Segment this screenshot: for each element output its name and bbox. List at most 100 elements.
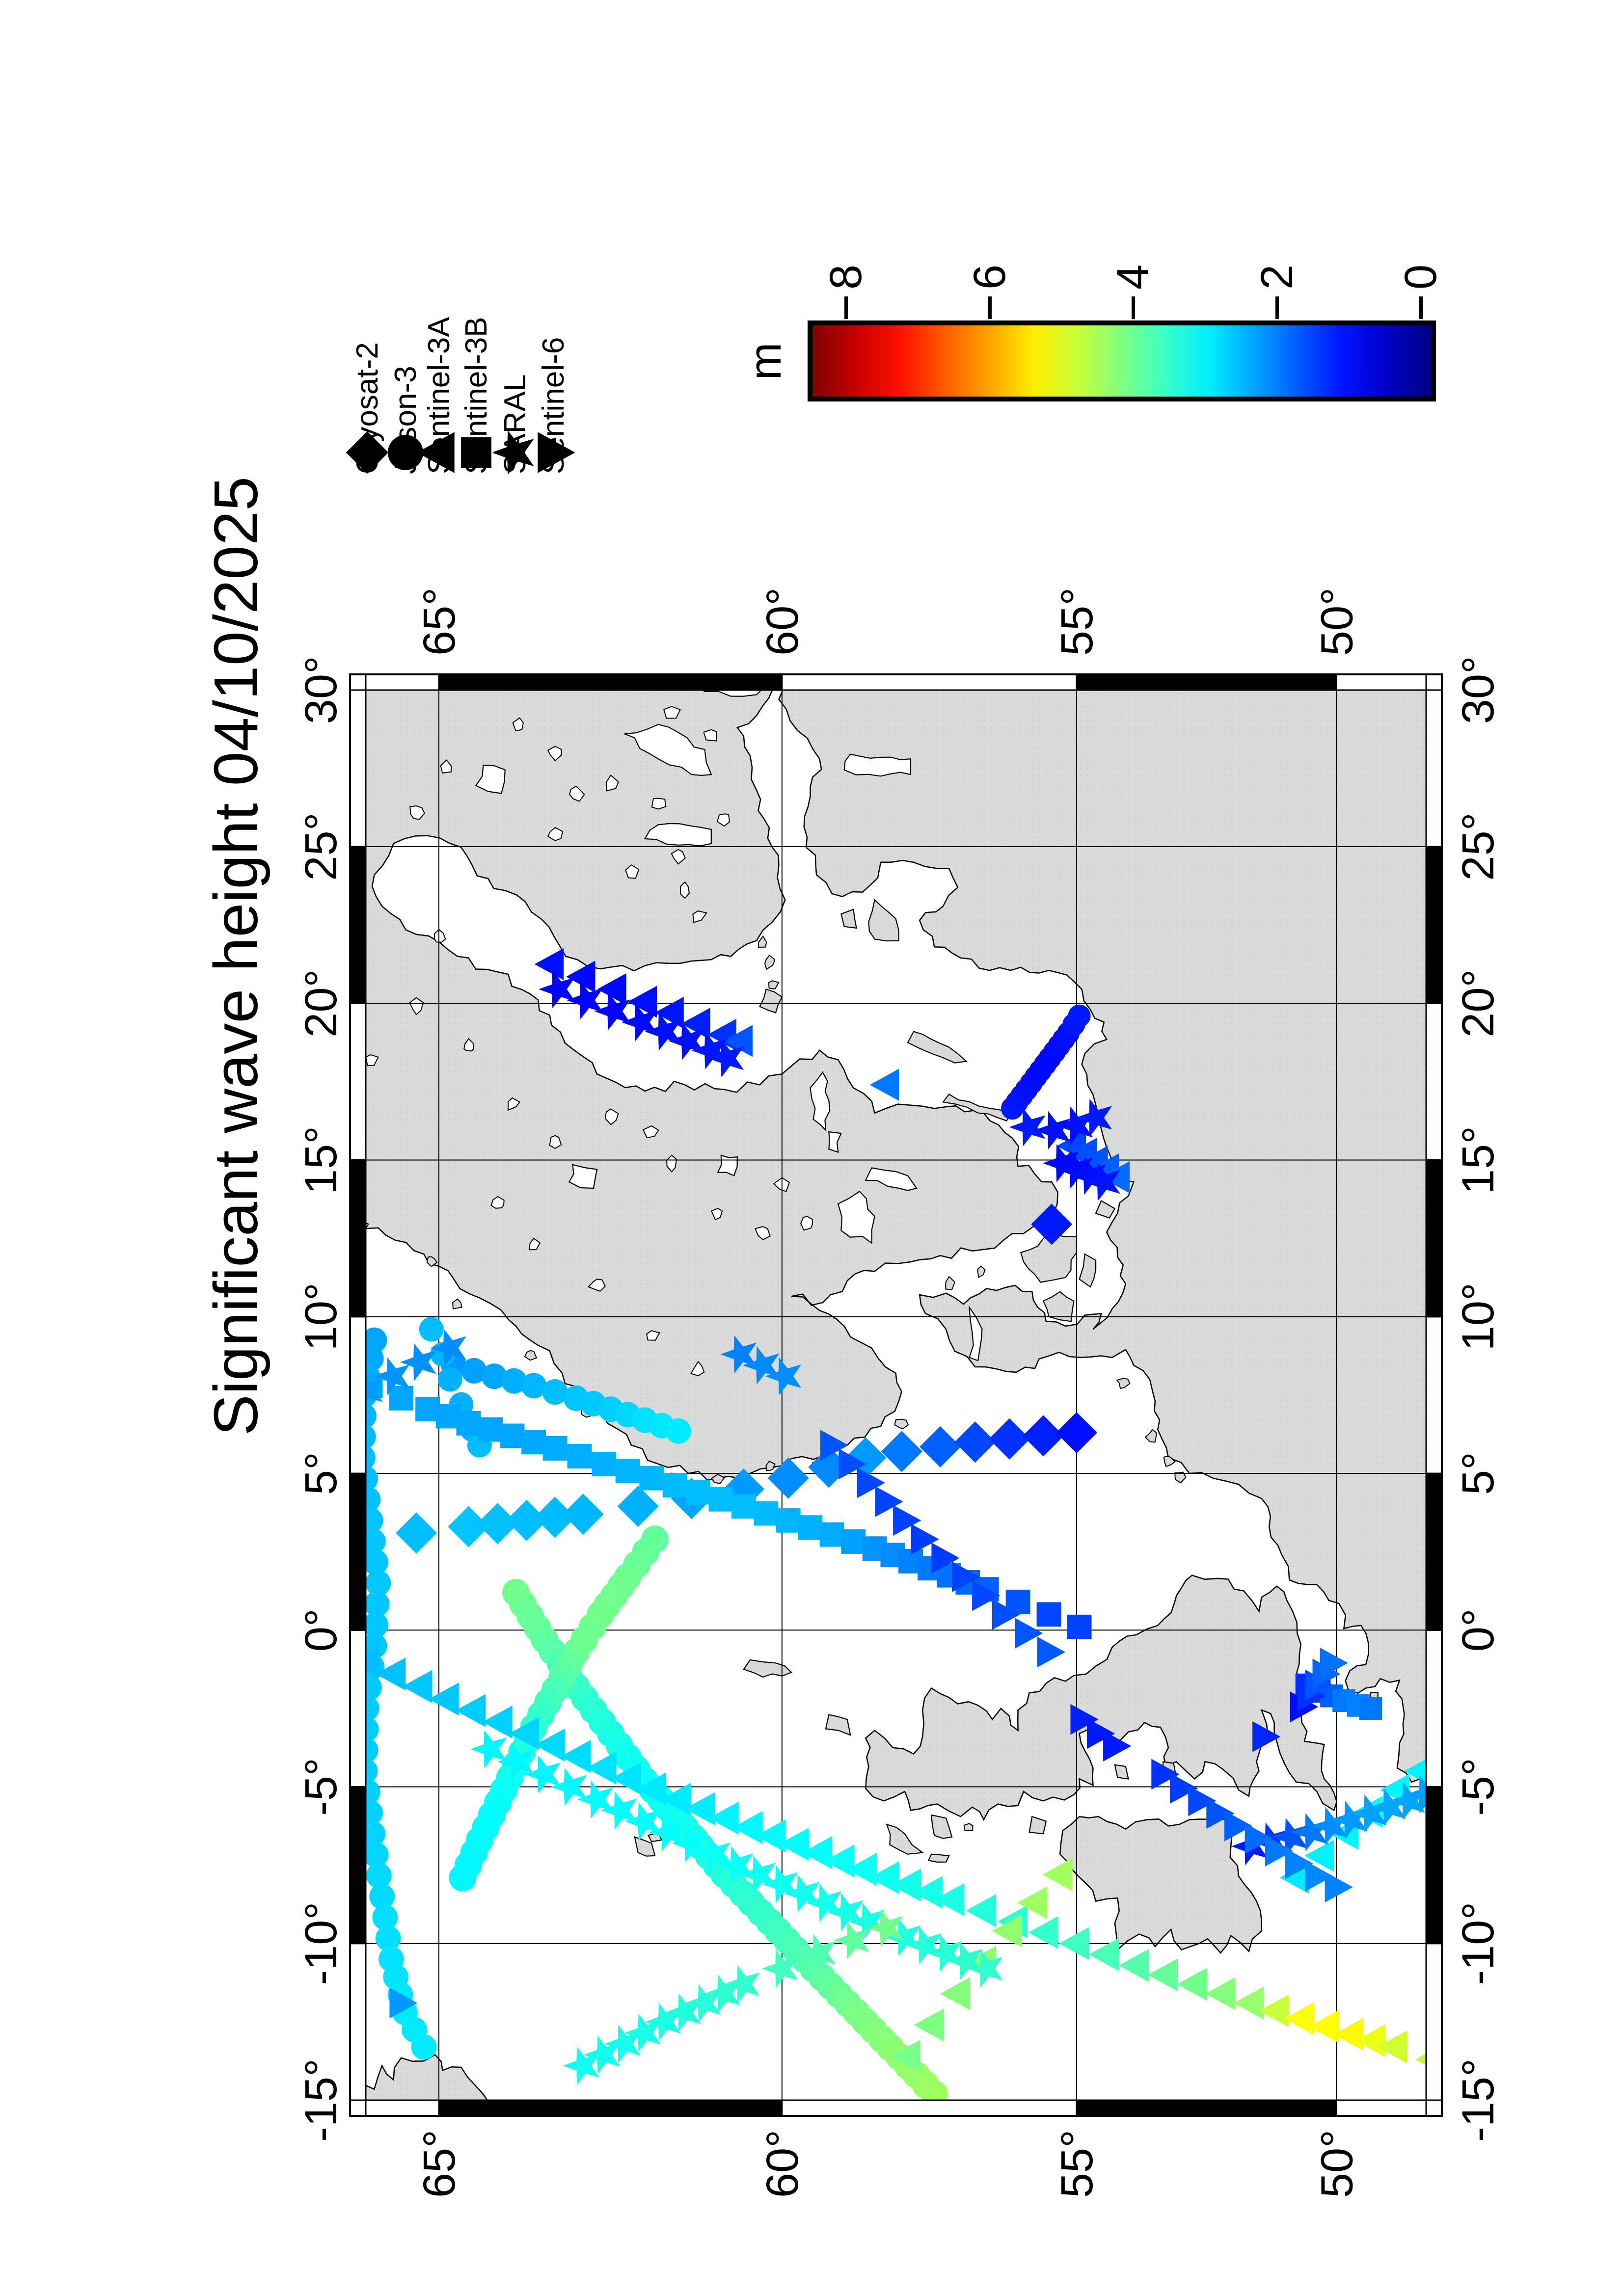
lon-label-bottom: 5° (1453, 1452, 1503, 1495)
data-marker (449, 1864, 477, 1892)
data-marker (524, 1755, 561, 1793)
small-lake (507, 1097, 521, 1111)
small-lake (490, 1196, 505, 1209)
small-lake (549, 1135, 562, 1149)
small-lake (409, 805, 425, 820)
data-marker (562, 1494, 604, 1535)
data-marker (866, 1908, 903, 1947)
islet (977, 1265, 986, 1279)
small-lake (547, 827, 564, 841)
data-marker (920, 2080, 948, 2100)
data-marker (1103, 1731, 1132, 1762)
data-marker (1370, 1788, 1407, 1826)
circle-icon (388, 435, 423, 470)
frame-band (1425, 1943, 1443, 2101)
data-marker (366, 1549, 389, 1575)
small-lake (646, 1330, 661, 1341)
data-marker (624, 2013, 661, 2052)
data-marker (992, 1914, 1022, 1948)
data-marker (1377, 2030, 1407, 2064)
data-marker (1028, 1916, 1058, 1949)
lat-label-right: 65° (414, 587, 464, 656)
frame-band (349, 673, 367, 691)
track-jason-3 (449, 1525, 669, 1892)
data-marker (931, 1543, 960, 1574)
data-marker (717, 1846, 754, 1884)
data-marker (966, 1949, 1003, 1988)
data-marker (911, 1523, 939, 1555)
data-marker (723, 1468, 764, 1510)
colorbar-tick-label: 2 (1252, 264, 1302, 290)
islet (758, 935, 767, 948)
island-uist (927, 1853, 950, 1863)
data-marker (819, 1522, 844, 1547)
lon-label-top: 10° (296, 1282, 346, 1351)
small-lake (409, 997, 424, 1015)
track-sentinel-3a (890, 1858, 1073, 2073)
track-saral (563, 1908, 903, 2085)
data-marker (869, 1068, 899, 1101)
data-marker (765, 1357, 802, 1395)
frame-band (1425, 1316, 1443, 1474)
triangle-down-icon (538, 432, 575, 473)
lake-storsjon (568, 1164, 598, 1189)
legend-item-saral: SARAL (493, 374, 537, 474)
data-marker (1037, 1636, 1065, 1668)
frame-outer-outline (349, 673, 1443, 2117)
frame-band (349, 1002, 367, 1161)
data-marker (806, 1883, 842, 1922)
data-marker (708, 1801, 739, 1835)
data-marker (914, 2008, 944, 2042)
track-saral (366, 1329, 466, 1410)
small-lake (366, 1054, 379, 1066)
data-marker (926, 1934, 963, 1972)
data-marker (1059, 1927, 1089, 1960)
data-marker (1311, 1807, 1348, 1845)
lon-label-bottom: 20° (1453, 969, 1503, 1038)
data-marker (366, 1345, 384, 1371)
frame-band (349, 846, 367, 1004)
data-marker (501, 1368, 527, 1394)
data-marker (594, 992, 631, 1031)
data-marker (898, 1548, 923, 1574)
data-marker (366, 1800, 383, 1826)
colorbar: m 8 6 4 2 0 (740, 265, 1446, 401)
frame-band (1425, 2099, 1443, 2117)
data-marker (1271, 1817, 1308, 1856)
lon-label-bottom: -5° (1453, 1758, 1503, 1816)
lon-label-top: -5° (296, 1758, 346, 1816)
data-marker (1017, 1886, 1048, 1920)
legend-item-cryosat-2: Cryosat-2 (346, 342, 389, 474)
island-man (1114, 1764, 1129, 1780)
data-marker (1169, 1773, 1198, 1804)
data-marker (756, 1819, 786, 1853)
colorbar-gradient (808, 320, 1436, 401)
data-marker (684, 1792, 715, 1825)
data-marker (366, 1591, 390, 1617)
data-marker (665, 1993, 702, 2032)
colorbar-tick (1275, 296, 1279, 319)
data-marker (1034, 1111, 1071, 1149)
data-marker (366, 1487, 381, 1513)
track-saral (1042, 1144, 1120, 1201)
data-marker (366, 1737, 379, 1763)
frame-band (1425, 1002, 1443, 1161)
data-marker (992, 1599, 1021, 1630)
lon-label-bottom: 15° (1453, 1126, 1503, 1194)
small-lake (440, 759, 452, 774)
small-lake (625, 864, 640, 879)
small-lake (604, 1108, 619, 1125)
lon-label-top: 20° (296, 969, 346, 1038)
lon-label-top: -10° (296, 1902, 346, 1985)
data-marker (521, 1373, 547, 1399)
data-marker (372, 1904, 398, 1930)
data-marker (1389, 1782, 1426, 1820)
lon-label-top: 30° (296, 656, 346, 724)
lon-label-bottom: 10° (1453, 1282, 1503, 1351)
frame-band (781, 673, 1078, 691)
island-saaremaa (868, 899, 899, 942)
data-marker (1320, 1647, 1348, 1679)
data-marker (567, 1443, 592, 1468)
small-lake (642, 1125, 659, 1138)
